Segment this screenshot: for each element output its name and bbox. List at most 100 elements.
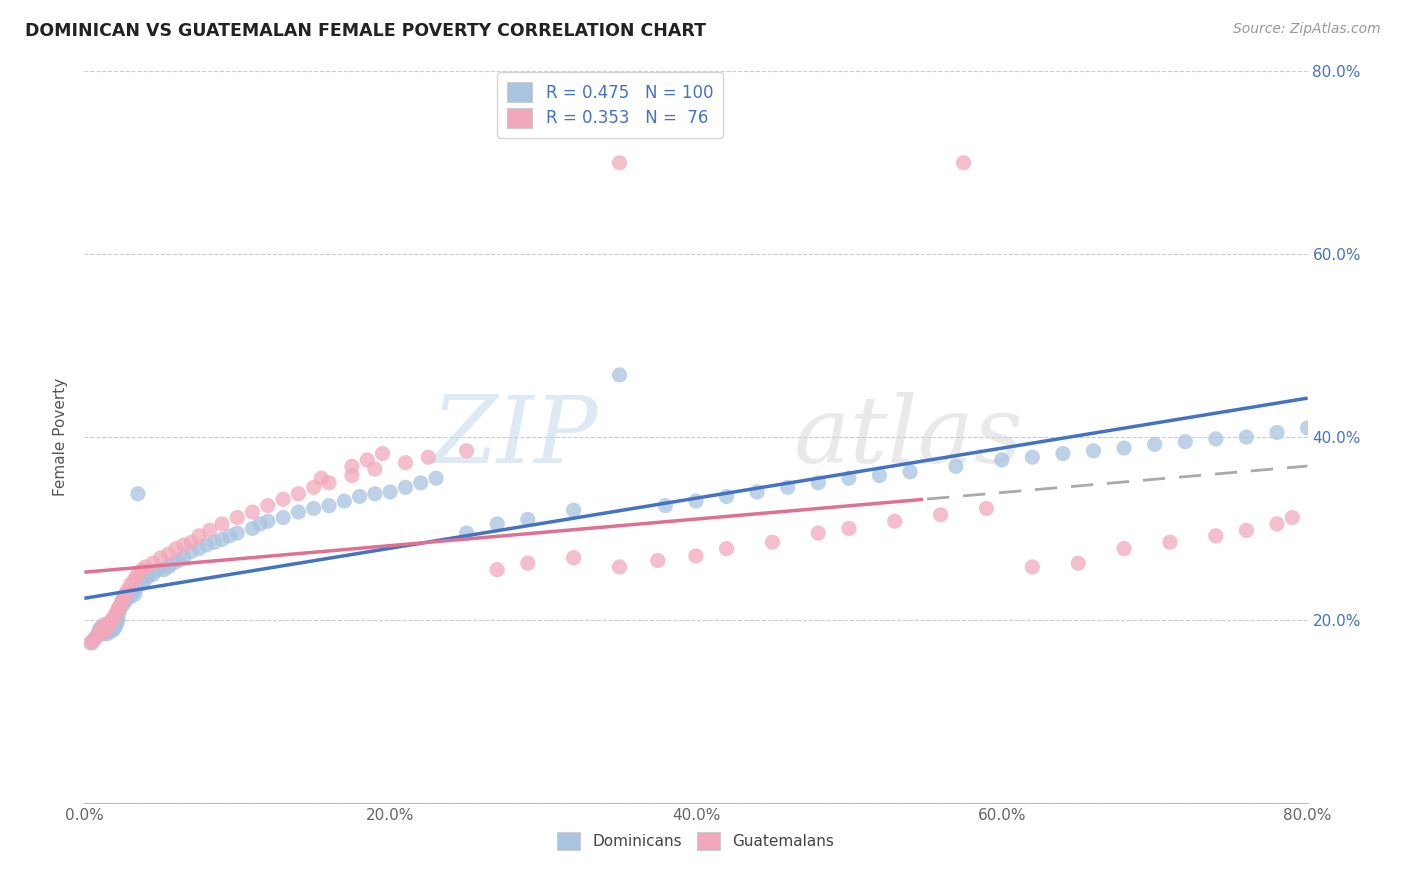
Point	[716, 490, 738, 504]
Point	[94, 624, 117, 638]
Point	[976, 501, 998, 516]
Point	[685, 549, 707, 563]
Point	[340, 459, 363, 474]
Point	[188, 529, 211, 543]
Point	[135, 572, 157, 586]
Point	[1143, 437, 1166, 451]
Point	[120, 590, 142, 604]
Point	[1174, 434, 1197, 449]
Point	[167, 553, 190, 567]
Point	[101, 624, 124, 638]
Point	[91, 620, 114, 634]
Point	[96, 626, 118, 640]
Point	[91, 624, 114, 638]
Point	[654, 499, 676, 513]
Point	[180, 535, 202, 549]
Point	[104, 615, 127, 629]
Point	[131, 563, 153, 577]
Point	[89, 622, 111, 636]
Point	[96, 620, 118, 634]
Point	[394, 480, 416, 494]
Point	[89, 624, 111, 638]
Point	[747, 485, 769, 500]
Point	[98, 617, 121, 632]
Point	[83, 633, 105, 648]
Point	[112, 590, 135, 604]
Point	[131, 576, 153, 591]
Point	[114, 587, 136, 601]
Point	[105, 606, 128, 620]
Text: DOMINICAN VS GUATEMALAN FEMALE POVERTY CORRELATION CHART: DOMINICAN VS GUATEMALAN FEMALE POVERTY C…	[25, 22, 706, 40]
Point	[79, 636, 101, 650]
Point	[97, 620, 120, 634]
Point	[115, 583, 138, 598]
Point	[562, 550, 585, 565]
Point	[1021, 560, 1043, 574]
Point	[716, 541, 738, 556]
Point	[149, 550, 172, 565]
Point	[115, 590, 138, 604]
Point	[198, 524, 221, 538]
Point	[318, 475, 340, 490]
Point	[456, 443, 478, 458]
Point	[98, 615, 121, 629]
Point	[869, 468, 891, 483]
Point	[761, 535, 783, 549]
Point	[1205, 432, 1227, 446]
Point	[609, 560, 631, 574]
Text: Source: ZipAtlas.com: Source: ZipAtlas.com	[1233, 22, 1381, 37]
Point	[380, 485, 402, 500]
Point	[142, 567, 165, 582]
Point	[807, 526, 830, 541]
Point	[302, 501, 325, 516]
Point	[97, 624, 120, 638]
Point	[226, 510, 249, 524]
Point	[271, 510, 294, 524]
Point	[257, 514, 280, 528]
Point	[105, 617, 128, 632]
Point	[991, 453, 1014, 467]
Point	[340, 468, 363, 483]
Point	[1265, 516, 1288, 531]
Point	[371, 446, 394, 460]
Point	[287, 505, 309, 519]
Point	[104, 620, 127, 634]
Point	[257, 499, 280, 513]
Point	[103, 622, 125, 636]
Point	[195, 538, 218, 552]
Point	[364, 462, 387, 476]
Point	[93, 622, 115, 636]
Point	[122, 574, 145, 589]
Point	[94, 624, 117, 638]
Point	[125, 569, 148, 583]
Point	[609, 156, 631, 170]
Point	[84, 632, 107, 646]
Point	[146, 563, 169, 577]
Point	[105, 613, 128, 627]
Point	[486, 563, 509, 577]
Point	[111, 594, 134, 608]
Point	[93, 617, 115, 632]
Point	[394, 456, 416, 470]
Point	[516, 556, 538, 570]
Point	[110, 599, 132, 614]
Point	[118, 587, 141, 601]
Point	[89, 626, 111, 640]
Point	[838, 521, 860, 535]
Point	[112, 597, 135, 611]
Point	[90, 624, 112, 638]
Point	[128, 566, 150, 580]
Point	[1236, 430, 1258, 444]
Point	[1281, 510, 1303, 524]
Point	[103, 617, 125, 632]
Point	[349, 490, 371, 504]
Point	[807, 475, 830, 490]
Point	[125, 581, 148, 595]
Point	[135, 560, 157, 574]
Point	[1052, 446, 1074, 460]
Point	[929, 508, 952, 522]
Point	[188, 541, 211, 556]
Point	[425, 471, 447, 485]
Point	[945, 459, 967, 474]
Text: ZIP: ZIP	[432, 392, 598, 482]
